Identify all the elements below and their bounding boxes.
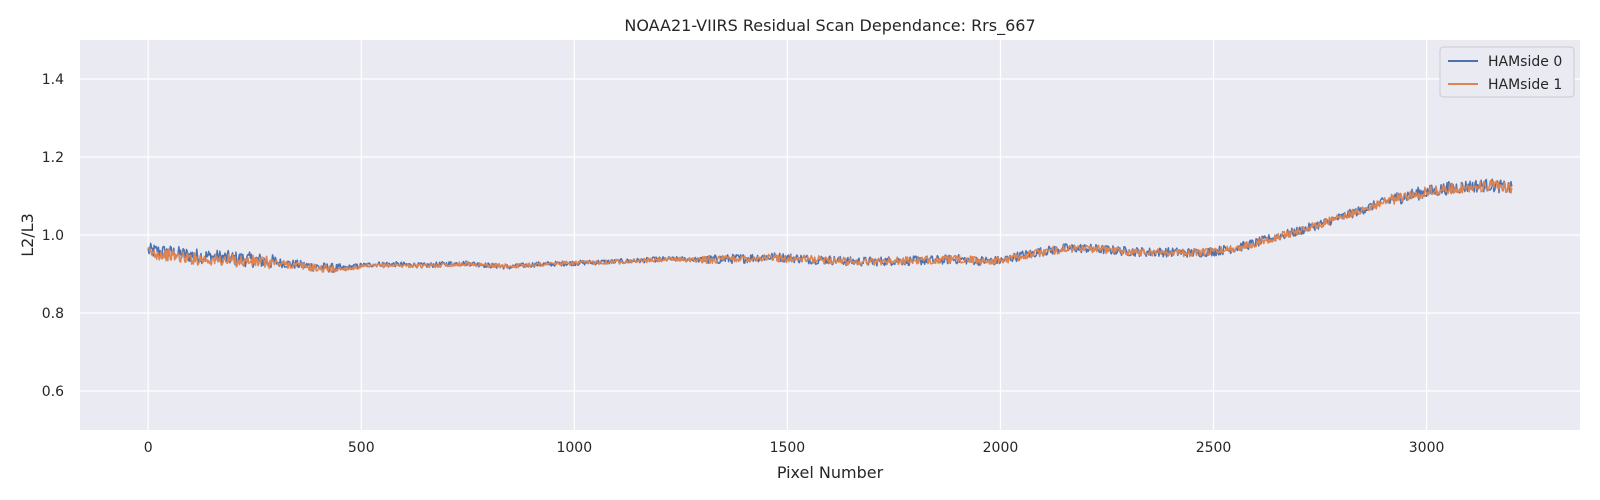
y-tick-label: 0.8: [42, 306, 64, 322]
x-tick-label: 0: [144, 440, 153, 456]
series-layer: [147, 178, 1513, 274]
legend-label-hamside-1: HAMside 1: [1488, 77, 1562, 93]
legend-label-hamside-0: HAMside 0: [1488, 54, 1562, 70]
x-tick-label: 500: [348, 440, 375, 456]
y-tick-label: 1.0: [42, 228, 64, 244]
x-tick-label: 3000: [1409, 440, 1445, 456]
y-axis-ticks: 0.6 0.8 1.0 1.2 1.4: [42, 72, 64, 400]
series-line-hamside-1: [147, 179, 1513, 273]
y-tick-label: 1.4: [42, 72, 64, 88]
x-tick-label: 1500: [770, 440, 806, 456]
grid-lines: [80, 40, 1580, 430]
y-tick-label: 0.6: [42, 384, 64, 400]
x-axis-ticks: 0 500 1000 1500 2000 2500 3000: [144, 440, 1445, 456]
chart-title: NOAA21-VIIRS Residual Scan Dependance: R…: [624, 16, 1035, 36]
x-tick-label: 2500: [1196, 440, 1232, 456]
y-tick-label: 1.2: [42, 150, 64, 166]
legend: HAMside 0 HAMside 1: [1439, 46, 1575, 98]
x-tick-label: 2000: [983, 440, 1019, 456]
x-axis-title: Pixel Number: [777, 463, 884, 482]
y-axis-title: L2/L3: [18, 213, 37, 257]
x-tick-label: 1000: [556, 440, 592, 456]
